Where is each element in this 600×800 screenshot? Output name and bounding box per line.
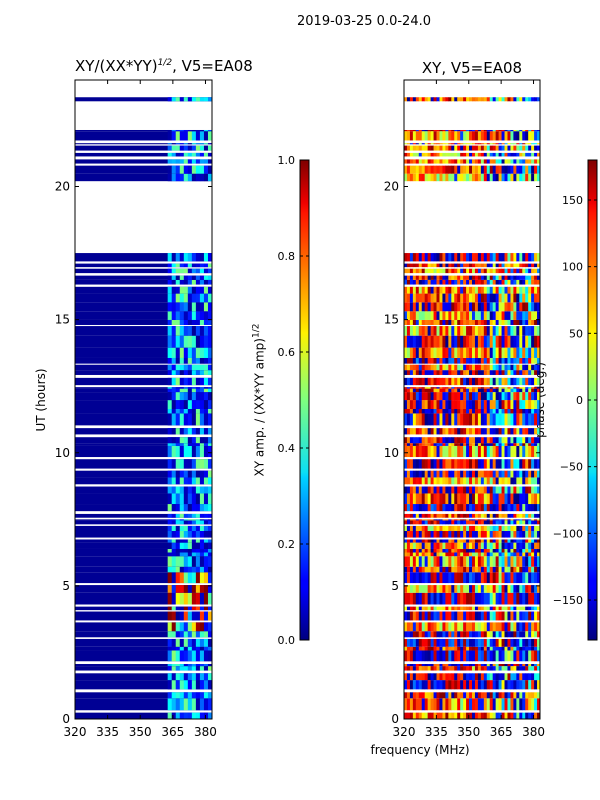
- left-heatmap: [75, 97, 212, 719]
- plot-frame-left: [74, 79, 213, 720]
- left-title-suffix: , V5=EA08: [172, 57, 253, 75]
- left-panel-title: XY/(XX*YY)1/2, V5=EA08: [75, 57, 253, 75]
- y-tick-label: 15: [55, 313, 70, 327]
- colorbar-tick-label: 150: [562, 194, 583, 207]
- x-tick-label: 335: [425, 725, 448, 739]
- y-tick-label: 10: [55, 446, 70, 460]
- right-heatmap: [404, 97, 540, 719]
- y-tick-label: 10: [384, 446, 399, 460]
- x-tick-label: 335: [96, 725, 119, 739]
- colorbar-tick-label: 0.6: [278, 346, 296, 359]
- y-tick-label: 20: [55, 180, 70, 194]
- left-title-prefix: XY/(XX*YY): [75, 57, 158, 75]
- colorbar-tick-label: 100: [562, 261, 583, 274]
- x-tick-label: 365: [490, 725, 513, 739]
- x-tick-label: 320: [393, 725, 416, 739]
- plot-frame-right: [403, 79, 541, 720]
- x-tick-label: 365: [161, 725, 184, 739]
- colorbar-tick-label: 50: [569, 327, 583, 340]
- colorbar-tick-label: 0.2: [278, 538, 296, 551]
- colorbar-tick-label: 0: [576, 394, 583, 407]
- x-tick-label: 350: [129, 725, 152, 739]
- colorbar-tick-label: 0.8: [278, 250, 296, 263]
- y-tick-label: 20: [384, 180, 399, 194]
- x-tick-label: 380: [522, 725, 545, 739]
- colorbar-tick-label: −100: [553, 527, 583, 540]
- y-tick-label: 15: [384, 313, 399, 327]
- colorbar-amplitude: [299, 159, 310, 641]
- x-tick-label: 320: [64, 725, 87, 739]
- y-tick-label: 5: [391, 579, 399, 593]
- y-tick-label: 5: [62, 579, 70, 593]
- y-tick-label: 0: [391, 712, 399, 726]
- x-tick-label: 350: [457, 725, 480, 739]
- y-tick-label: 0: [62, 712, 70, 726]
- right-panel-title: XY, V5=EA08: [421, 59, 523, 77]
- colorbar-tick-label: −150: [553, 594, 583, 607]
- figure-suptitle: 2019-03-25 0.0-24.0: [297, 14, 431, 29]
- colorbar-tick-label: 0.0: [278, 634, 296, 647]
- colorbar-tick-label: 0.4: [278, 442, 296, 455]
- colorbar-tick-label: 1.0: [278, 154, 296, 167]
- x-axis-label: frequency (MHz): [370, 743, 470, 757]
- x-tick-label: 380: [194, 725, 217, 739]
- colorbar-tick-label: −50: [560, 461, 583, 474]
- left-title-exponent: 1/2: [157, 58, 173, 68]
